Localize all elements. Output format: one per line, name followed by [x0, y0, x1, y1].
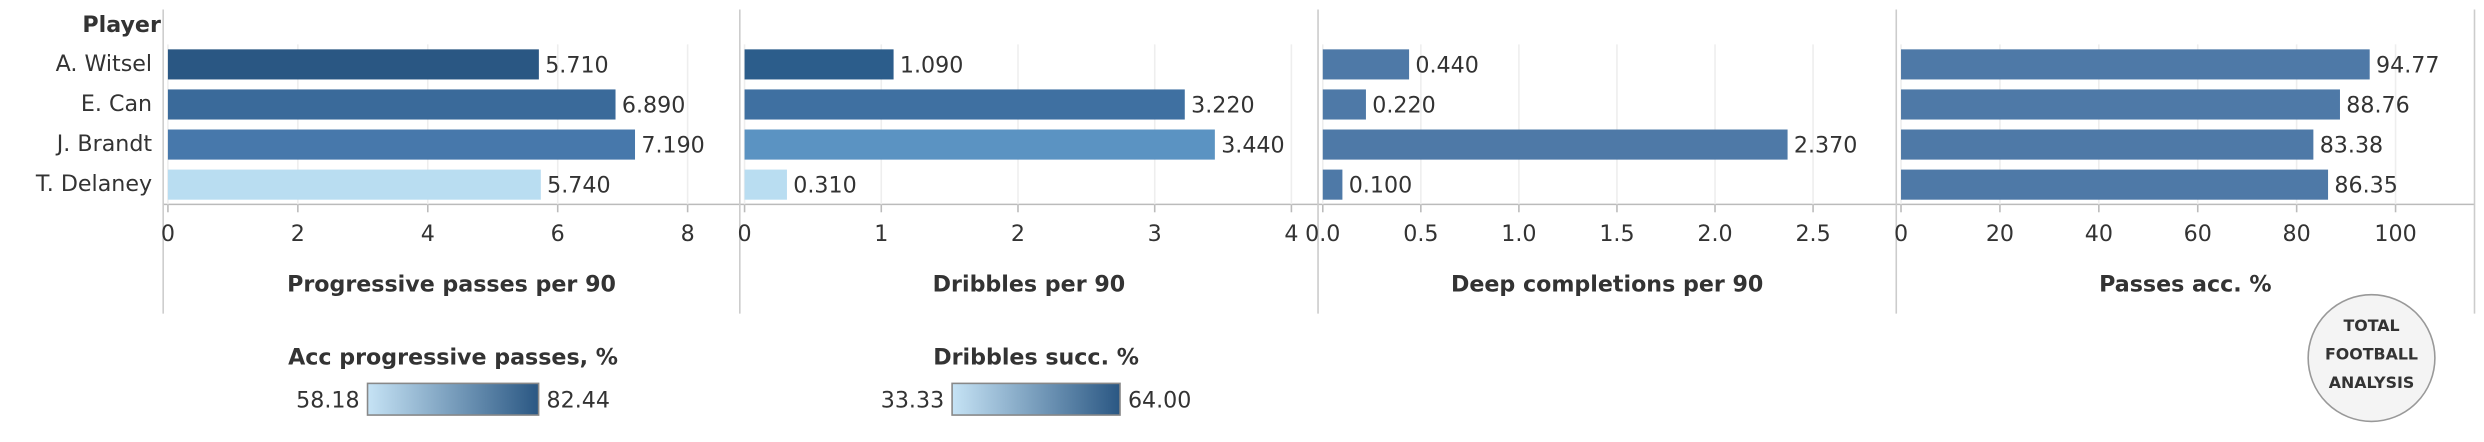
bar — [744, 89, 1185, 120]
value-label: 5.740 — [547, 173, 610, 199]
value-label: 0.100 — [1349, 173, 1412, 199]
value-label: 94.77 — [2376, 52, 2439, 78]
x-tick-label: 20 — [1986, 221, 2014, 247]
row-header: Player — [82, 12, 161, 38]
legend-max: 82.44 — [547, 387, 610, 413]
bar — [167, 129, 636, 160]
bar — [1322, 129, 1788, 160]
bar — [167, 169, 541, 200]
row-label: E. Can — [81, 91, 152, 117]
bar — [1901, 89, 2340, 120]
x-tick-label: 2.0 — [1697, 221, 1732, 247]
legend-min: 33.33 — [881, 387, 944, 413]
value-label: 3.440 — [1221, 133, 1284, 159]
x-tick-label: 1 — [874, 221, 888, 247]
bar — [1322, 89, 1366, 120]
x-tick-label: 2 — [291, 221, 305, 247]
logo-badge — [2307, 293, 2436, 423]
x-tick-label: 3 — [1148, 221, 1162, 247]
x-tick-label: 2.5 — [1795, 221, 1830, 247]
bar — [744, 49, 894, 80]
x-axis-title: Progressive passes per 90 — [287, 272, 616, 298]
x-tick-label: 0 — [738, 221, 752, 247]
x-tick-label: 1.5 — [1599, 221, 1634, 247]
legend-title: Dribbles succ. % — [933, 345, 1139, 371]
bar — [744, 129, 1215, 160]
row-label: T. Delaney — [35, 171, 152, 197]
x-tick-label: 4 — [421, 221, 435, 247]
legend-ramp — [951, 382, 1121, 416]
value-label: 0.440 — [1415, 52, 1478, 78]
x-tick-label: 0 — [1894, 221, 1908, 247]
bar — [1322, 49, 1410, 80]
row-label: J. Brandt — [55, 131, 153, 157]
value-label: 1.090 — [900, 52, 963, 78]
bar — [1322, 169, 1343, 200]
x-tick-label: 40 — [2085, 221, 2113, 247]
x-tick-label: 1.0 — [1501, 221, 1536, 247]
legend-title: Acc progressive passes, % — [288, 345, 618, 371]
bar — [167, 89, 616, 120]
bar — [1901, 49, 2370, 80]
x-axis-title: Passes acc. % — [2099, 272, 2271, 298]
x-tick-label: 100 — [2374, 221, 2416, 247]
value-label: 86.35 — [2334, 173, 2397, 199]
value-label: 2.370 — [1794, 133, 1857, 159]
x-tick-label: 0.0 — [1305, 221, 1340, 247]
value-label: 0.220 — [1372, 93, 1435, 119]
row-label: A. Witsel — [56, 51, 152, 77]
value-label: 3.220 — [1191, 93, 1254, 119]
x-axis-title: Deep completions per 90 — [1451, 272, 1763, 298]
x-axis-title: Dribbles per 90 — [933, 272, 1126, 298]
bar — [744, 169, 787, 200]
value-label: 6.890 — [622, 93, 685, 119]
x-tick-label: 2 — [1011, 221, 1025, 247]
x-tick-label: 8 — [681, 221, 695, 247]
value-label: 88.76 — [2346, 93, 2409, 119]
logo-text: TOTAL — [2343, 316, 2399, 335]
value-label: 0.310 — [793, 173, 856, 199]
logo-text: ANALYSIS — [2329, 373, 2415, 392]
legend-min: 58.18 — [296, 387, 359, 413]
bar — [1901, 169, 2329, 200]
logo-text: FOOTBALL — [2325, 344, 2418, 363]
x-tick-label: 0.5 — [1403, 221, 1438, 247]
value-label: 83.38 — [2320, 133, 2383, 159]
legend-ramp — [366, 382, 540, 416]
legend-max: 64.00 — [1128, 387, 1191, 413]
x-tick-label: 4 — [1284, 221, 1298, 247]
x-tick-label: 0 — [161, 221, 175, 247]
value-label: 5.710 — [545, 52, 608, 78]
x-tick-label: 60 — [2184, 221, 2212, 247]
x-tick-label: 80 — [2283, 221, 2311, 247]
bar — [1901, 129, 2314, 160]
value-label: 7.190 — [641, 133, 704, 159]
bar — [167, 49, 539, 80]
x-tick-label: 6 — [551, 221, 565, 247]
